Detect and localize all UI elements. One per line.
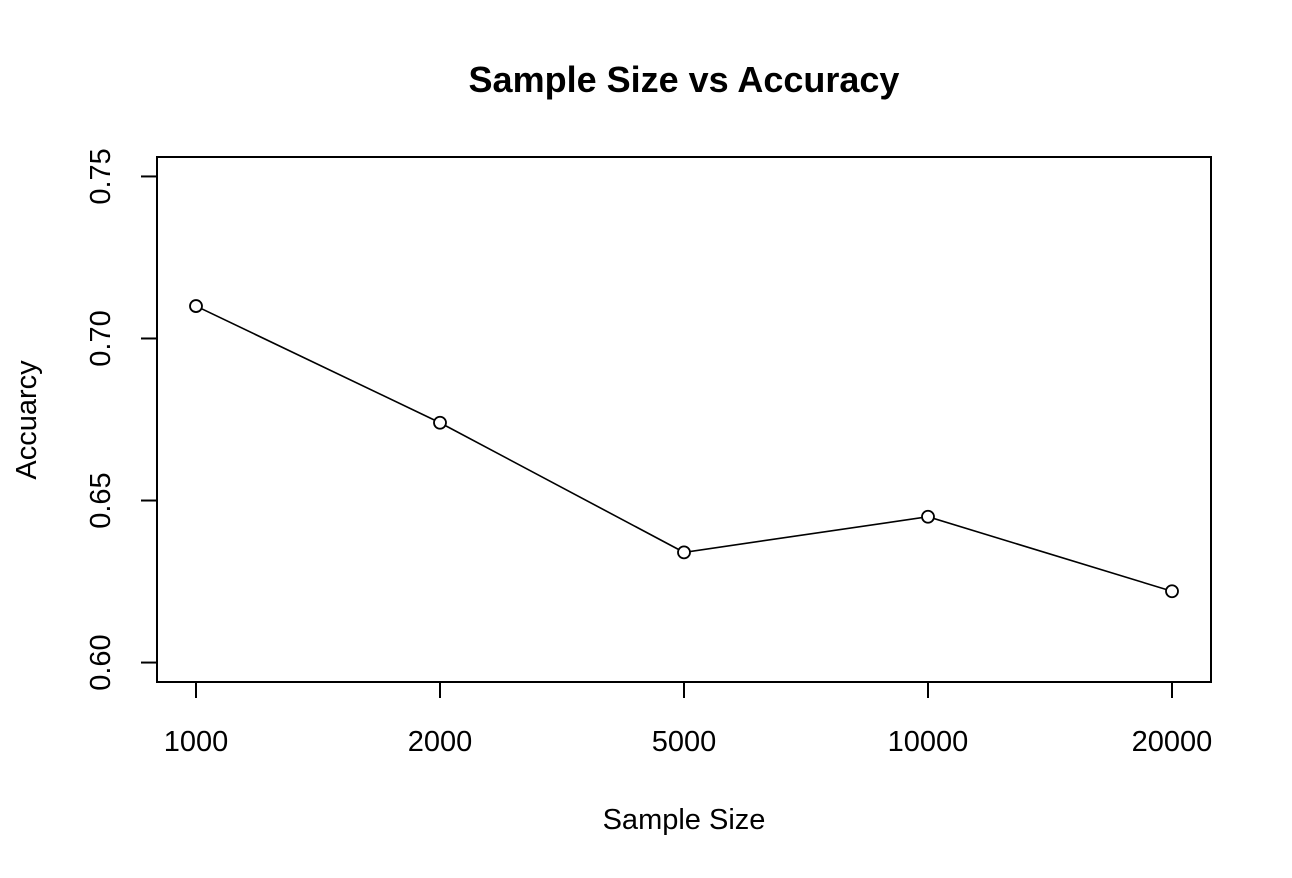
data-point [677,545,691,560]
data-point [189,299,203,313]
data-point [921,509,935,524]
y-tick-label: 0.75 [85,148,117,204]
x-axis-label: Sample Size [603,804,766,836]
chart-title: Sample Size vs Accuracy [469,59,900,100]
y-tick-label: 0.60 [85,634,117,690]
x-tick-label: 1000 [164,726,229,758]
x-tick-label: 2000 [408,726,473,758]
x-tick-label: 5000 [652,726,717,758]
y-axis: 0.60 0.65 0.70 0.75 [85,148,158,691]
series-points [189,299,1179,599]
x-tick-label: 20000 [1132,726,1213,758]
x-tick-label: 10000 [888,726,969,758]
x-axis: 1000 2000 5000 10000 20000 [164,681,1213,758]
data-point [1165,584,1179,599]
y-tick-label: 0.65 [85,472,117,528]
data-point [433,415,447,430]
y-tick-label: 0.70 [85,310,117,366]
y-axis-label: Accuarcy [11,360,43,480]
